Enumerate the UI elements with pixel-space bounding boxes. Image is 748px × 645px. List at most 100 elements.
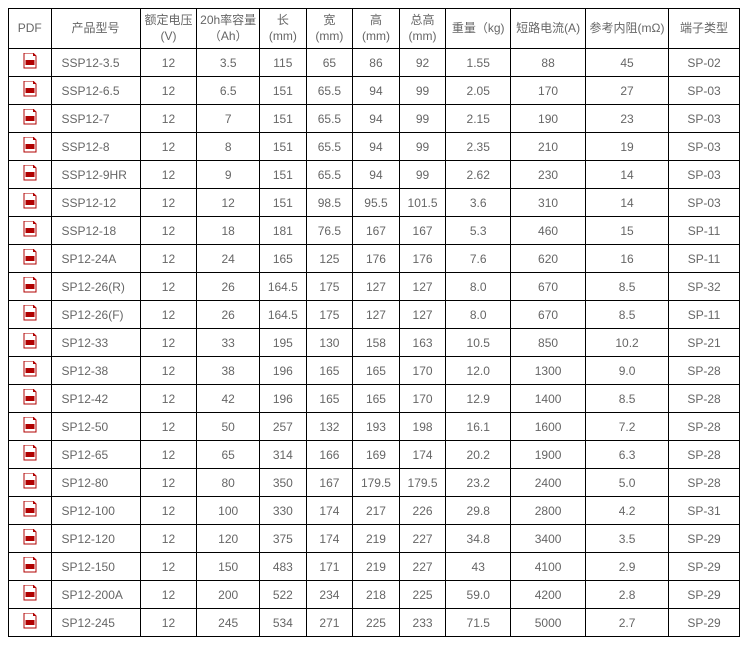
cell-cap: 65 <box>197 441 260 469</box>
table-row: SP12-65126531416616917420.219006.3SP-28 <box>9 441 740 469</box>
cell-cap: 80 <box>197 469 260 497</box>
cell-wt: 2.62 <box>446 161 511 189</box>
pdf-cell[interactable] <box>9 413 52 441</box>
pdf-icon[interactable] <box>23 389 37 405</box>
cell-wid: 271 <box>306 609 353 637</box>
table-row: SP12-801280350167179.5179.523.224005.0SP… <box>9 469 740 497</box>
pdf-cell[interactable] <box>9 217 52 245</box>
pdf-cell[interactable] <box>9 77 52 105</box>
col-header-capacity: 20h率容量（Ah） <box>197 9 260 49</box>
pdf-cell[interactable] <box>9 385 52 413</box>
cell-term: SP-29 <box>669 609 740 637</box>
cell-len: 375 <box>260 525 307 553</box>
cell-thgt: 99 <box>399 105 446 133</box>
pdf-cell[interactable] <box>9 273 52 301</box>
pdf-cell[interactable] <box>9 329 52 357</box>
pdf-cell[interactable] <box>9 49 52 77</box>
pdf-cell[interactable] <box>9 441 52 469</box>
col-header-resistance: 参考内阻(mΩ) <box>586 9 669 49</box>
cell-volt: 12 <box>140 525 197 553</box>
table-row: SSP12-12121215198.595.5101.53.631014SP-0… <box>9 189 740 217</box>
pdf-icon[interactable] <box>23 473 37 489</box>
pdf-cell[interactable] <box>9 469 52 497</box>
pdf-icon[interactable] <box>23 501 37 517</box>
pdf-icon[interactable] <box>23 417 37 433</box>
pdf-cell[interactable] <box>9 581 52 609</box>
cell-volt: 12 <box>140 161 197 189</box>
cell-term: SP-28 <box>669 413 740 441</box>
pdf-cell[interactable] <box>9 553 52 581</box>
cell-hgt: 127 <box>353 273 400 301</box>
pdf-icon[interactable] <box>23 529 37 545</box>
cell-sc: 620 <box>511 245 586 273</box>
cell-model: SSP12-12 <box>51 189 140 217</box>
pdf-cell[interactable] <box>9 245 52 273</box>
cell-model: SP12-100 <box>51 497 140 525</box>
cell-len: 164.5 <box>260 301 307 329</box>
pdf-icon[interactable] <box>23 81 37 97</box>
cell-sc: 460 <box>511 217 586 245</box>
cell-cap: 9 <box>197 161 260 189</box>
table-row: SP12-38123819616516517012.013009.0SP-28 <box>9 357 740 385</box>
pdf-icon[interactable] <box>23 361 37 377</box>
pdf-icon[interactable] <box>23 585 37 601</box>
cell-len: 151 <box>260 189 307 217</box>
cell-sc: 88 <box>511 49 586 77</box>
cell-thgt: 92 <box>399 49 446 77</box>
cell-hgt: 94 <box>353 133 400 161</box>
cell-hgt: 158 <box>353 329 400 357</box>
cell-res: 8.5 <box>586 301 669 329</box>
cell-term: SP-03 <box>669 161 740 189</box>
table-row: SP12-150121504831712192274341002.9SP-29 <box>9 553 740 581</box>
cell-res: 27 <box>586 77 669 105</box>
pdf-icon[interactable] <box>23 613 37 629</box>
pdf-icon[interactable] <box>23 305 37 321</box>
pdf-cell[interactable] <box>9 497 52 525</box>
pdf-cell[interactable] <box>9 301 52 329</box>
cell-sc: 4100 <box>511 553 586 581</box>
cell-len: 522 <box>260 581 307 609</box>
pdf-icon[interactable] <box>23 249 37 265</box>
cell-len: 257 <box>260 413 307 441</box>
pdf-cell[interactable] <box>9 161 52 189</box>
pdf-cell[interactable] <box>9 133 52 161</box>
cell-term: SP-03 <box>669 77 740 105</box>
cell-volt: 12 <box>140 105 197 133</box>
pdf-icon[interactable] <box>23 333 37 349</box>
pdf-cell[interactable] <box>9 105 52 133</box>
cell-sc: 2400 <box>511 469 586 497</box>
cell-wid: 171 <box>306 553 353 581</box>
pdf-icon[interactable] <box>23 557 37 573</box>
table-row: SP12-26(F)1226164.51751271278.06708.5SP-… <box>9 301 740 329</box>
pdf-icon[interactable] <box>23 165 37 181</box>
pdf-icon[interactable] <box>23 445 37 461</box>
cell-thgt: 233 <box>399 609 446 637</box>
pdf-icon[interactable] <box>23 109 37 125</box>
cell-wid: 175 <box>306 273 353 301</box>
pdf-cell[interactable] <box>9 189 52 217</box>
cell-model: SP12-50 <box>51 413 140 441</box>
cell-res: 2.9 <box>586 553 669 581</box>
cell-volt: 12 <box>140 609 197 637</box>
cell-cap: 7 <box>197 105 260 133</box>
cell-hgt: 165 <box>353 357 400 385</box>
cell-volt: 12 <box>140 441 197 469</box>
cell-thgt: 227 <box>399 553 446 581</box>
pdf-icon[interactable] <box>23 221 37 237</box>
table-row: SSP12-3.5123.51156586921.558845SP-02 <box>9 49 740 77</box>
pdf-icon[interactable] <box>23 277 37 293</box>
cell-wt: 10.5 <box>446 329 511 357</box>
pdf-cell[interactable] <box>9 525 52 553</box>
cell-volt: 12 <box>140 329 197 357</box>
pdf-icon[interactable] <box>23 53 37 69</box>
pdf-icon[interactable] <box>23 137 37 153</box>
pdf-cell[interactable] <box>9 357 52 385</box>
cell-cap: 120 <box>197 525 260 553</box>
cell-volt: 12 <box>140 301 197 329</box>
pdf-icon[interactable] <box>23 193 37 209</box>
cell-cap: 38 <box>197 357 260 385</box>
product-spec-table: PDF 产品型号 额定电压 (V) 20h率容量（Ah） 长 (mm) 宽 (m… <box>8 8 740 637</box>
pdf-cell[interactable] <box>9 609 52 637</box>
cell-cap: 24 <box>197 245 260 273</box>
cell-res: 2.7 <box>586 609 669 637</box>
